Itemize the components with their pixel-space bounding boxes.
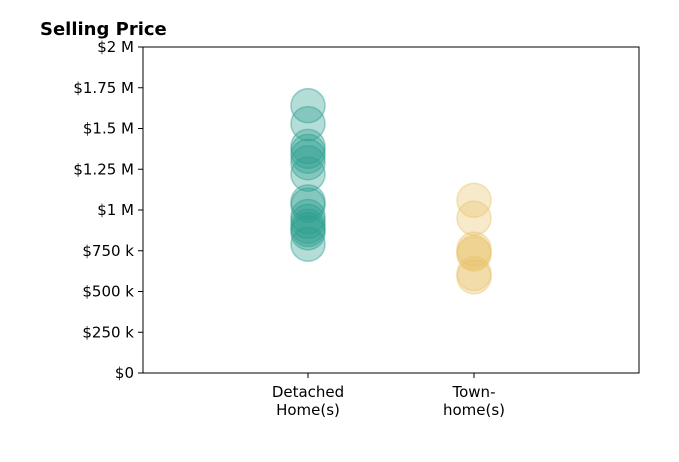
- x-category-label: Home(s): [276, 401, 340, 419]
- data-point: [456, 236, 492, 272]
- y-axis: $0 $250 k $500 k $750 k $1 M $1.25 M $1.5 M $1.…: [73, 38, 143, 382]
- data-point: [290, 184, 326, 220]
- data-points: [290, 87, 492, 295]
- y-tick-label: $250 k: [82, 323, 134, 341]
- data-point: [456, 255, 492, 292]
- data-point: [290, 144, 326, 181]
- y-tick-label: $2 M: [97, 38, 134, 56]
- data-point: [456, 231, 492, 267]
- x-category-label: Town-: [452, 383, 496, 401]
- plot-frame: [142, 46, 640, 374]
- y-tick-label: $1 M: [97, 201, 134, 219]
- y-tick-label: $500 k: [82, 283, 134, 301]
- y-tick-label: $750 k: [82, 242, 134, 260]
- data-point: [456, 200, 492, 236]
- data-point: [290, 208, 326, 245]
- x-category-label: Detached: [272, 383, 344, 401]
- data-point: [290, 211, 326, 248]
- data-point: [290, 128, 326, 165]
- y-tick-label: $0: [115, 364, 134, 382]
- data-point: [290, 187, 326, 223]
- x-category-label: home(s): [443, 401, 505, 419]
- y-tick-label: $1.5 M: [83, 120, 134, 138]
- data-point: [456, 182, 492, 218]
- data-point: [290, 198, 326, 235]
- y-tick-label: $1.75 M: [73, 79, 134, 97]
- chart-title: Selling Price: [40, 19, 167, 40]
- data-point: [290, 87, 326, 124]
- data-point: [290, 133, 326, 170]
- y-tick-label: $1.25 M: [73, 160, 134, 178]
- data-point: [290, 203, 326, 240]
- data-point: [290, 105, 326, 142]
- data-point: [290, 156, 326, 192]
- data-point: [290, 215, 326, 251]
- data-point: [456, 259, 492, 295]
- data-point: [290, 138, 326, 174]
- data-point: [290, 226, 326, 262]
- data-point: [456, 234, 492, 271]
